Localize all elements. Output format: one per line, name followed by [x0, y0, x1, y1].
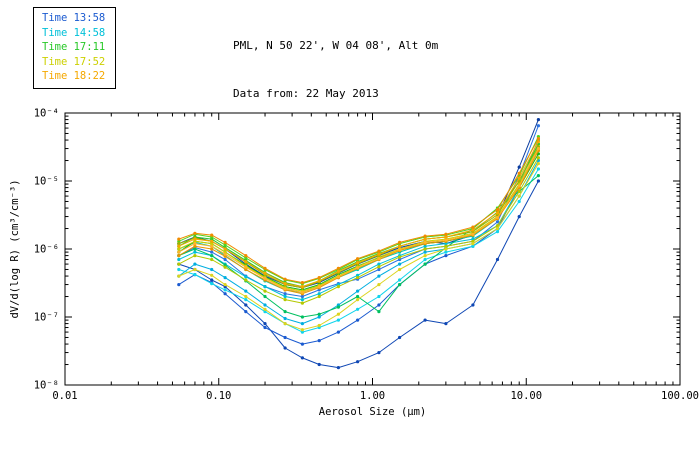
svg-text:10⁻⁸: 10⁻⁸	[34, 380, 59, 392]
legend-item-1711: Time 17:11	[42, 41, 106, 53]
series-18:22	[177, 137, 541, 285]
axis-tick-labels: 0.01 0.10 1.00 10.00 100.00 10⁻⁸ 10⁻⁷ 10⁻⁶ 10⁻⁵ 1…	[34, 108, 699, 403]
svg-text:10⁻⁴: 10⁻⁴	[34, 108, 59, 120]
svg-text:10⁻⁶: 10⁻⁶	[34, 244, 59, 256]
svg-text:0.01: 0.01	[52, 390, 77, 402]
series-13:58	[177, 124, 541, 299]
svg-text:10⁻⁵: 10⁻⁵	[34, 176, 59, 188]
svg-text:1.00: 1.00	[360, 390, 385, 402]
svg-text:10⁻⁷: 10⁻⁷	[34, 312, 59, 324]
series-lines	[177, 118, 541, 370]
legend-item-1358: Time 13:58	[42, 12, 106, 24]
series-17:52	[177, 156, 541, 305]
y-axis-title: dV/d(log R) (cm³/cm⁻³)	[9, 179, 21, 318]
axes	[64, 112, 681, 386]
legend: Time 13:58 Time 14:58 Time 17:11 Time 17:52…	[33, 7, 117, 89]
plot-header: PML, N 50 22', W 04 08', Alt 0m Data fro…	[233, 6, 438, 134]
series-14:58	[177, 167, 541, 334]
plot-title-date: Data from: 22 May 2013	[233, 87, 379, 100]
series-18:22	[177, 140, 541, 289]
series-18:22	[177, 147, 541, 294]
legend-item-1458: Time 14:58	[42, 26, 106, 39]
svg-text:100.00: 100.00	[661, 390, 699, 402]
series-17:52	[177, 162, 541, 332]
svg-text:10.00: 10.00	[510, 390, 542, 402]
plot-title-location: PML, N 50 22', W 04 08', Alt 0m	[233, 39, 439, 52]
legend-item-1822: Time 18:22	[42, 70, 106, 82]
series-18:22	[177, 149, 541, 296]
legend-item-1752: Time 17:52	[42, 55, 106, 68]
x-axis-title: Aerosol Size (μm)	[319, 406, 426, 418]
svg-text:0.10: 0.10	[206, 390, 231, 402]
